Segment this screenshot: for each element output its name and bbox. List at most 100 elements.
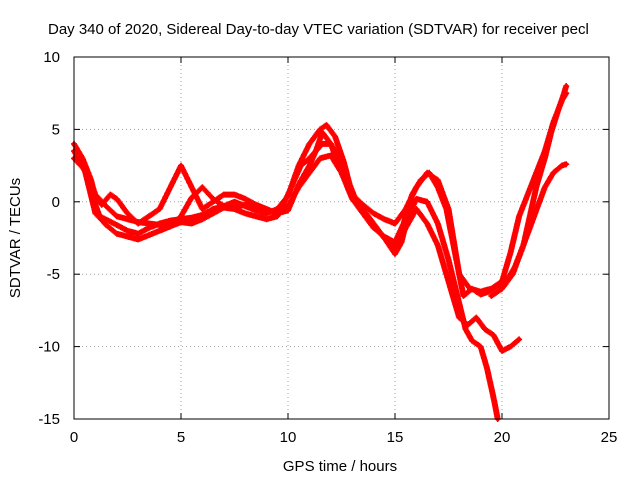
y-axis-label: SDTVAR / TECUs [7,178,24,298]
data-point [84,170,90,176]
data-point [307,170,312,176]
data-point [499,286,505,291]
data-point [285,192,291,197]
data-point [362,214,368,219]
data-point [307,141,312,147]
data-point [392,251,398,257]
data-point [469,338,475,344]
data-point [499,348,505,354]
data-point [114,196,120,202]
data-point [108,192,113,197]
data-point [489,293,494,299]
data-point [307,163,312,168]
data-point [371,211,376,216]
y-tick-label: -5 [47,266,60,283]
data-point [328,141,333,147]
data-point [551,170,556,176]
data-point [337,156,342,161]
data-point [146,221,152,226]
data-point [157,206,162,212]
data-point [93,192,98,197]
data-point [200,185,205,190]
data-point [114,222,120,228]
data-point [435,177,440,183]
data-point [146,225,152,231]
axis-ticks: 0 5 10 15 20 25 10 5 0 -5 -10 -15 [38,49,617,446]
data-point [371,225,376,231]
data-point [313,148,319,154]
data-point [232,199,237,204]
data-point [559,163,565,168]
data-point [491,332,496,338]
data-point [516,214,522,219]
data-point [106,218,111,223]
data-point [298,163,304,168]
data-point [564,83,569,89]
data-point [307,156,312,161]
data-point [178,214,184,219]
data-point [467,286,473,291]
data-point [76,159,81,164]
data-point [157,222,162,228]
data-point [465,322,470,328]
data-point [253,205,259,210]
y-tick-label: 5 [52,121,60,138]
data-point [414,206,419,212]
data-point [200,216,205,222]
data-point [189,185,194,190]
data-point [189,195,194,200]
data-point [525,192,530,197]
data-point [542,156,547,161]
data-point [136,231,141,236]
data-point [499,279,505,284]
data-point [478,289,483,294]
data-point [478,344,483,349]
x-tick-label: 0 [70,429,78,446]
data-point [392,221,398,226]
data-point [103,222,109,228]
data-point [339,170,344,176]
data-point [549,130,554,135]
data-point [463,327,468,332]
data-point [442,264,447,270]
data-point [285,203,291,209]
data-point [200,206,205,212]
data-point [484,366,490,371]
data-point [324,122,329,128]
data-point [332,134,338,139]
y-tick-label: 0 [52,194,60,211]
data-point [508,344,513,349]
data-point [178,219,184,225]
y-tick-label: 10 [43,49,60,66]
data-point [264,208,269,213]
data-point [275,211,280,216]
data-point [403,206,408,212]
data-point [125,234,130,239]
data-point [232,192,237,197]
data-point [178,163,184,168]
data-point [435,221,440,226]
data-point [80,156,85,161]
data-point [527,214,533,219]
data-point [264,216,269,222]
data-point [168,218,173,223]
x-tick-label: 10 [280,429,297,446]
data-point [125,228,130,233]
data-point [392,240,398,245]
data-point [561,91,567,96]
data-point [146,214,152,219]
data-point [125,216,130,222]
data-point [210,211,216,216]
data-point [189,215,194,220]
data-point [392,245,398,251]
x-tick-label: 15 [387,429,404,446]
data-point [448,286,453,291]
x-tick-label: 20 [494,429,511,446]
data-point [516,337,522,342]
data-point [317,156,323,161]
data-point [320,130,325,135]
data-point [168,185,173,190]
data-point [243,196,248,202]
